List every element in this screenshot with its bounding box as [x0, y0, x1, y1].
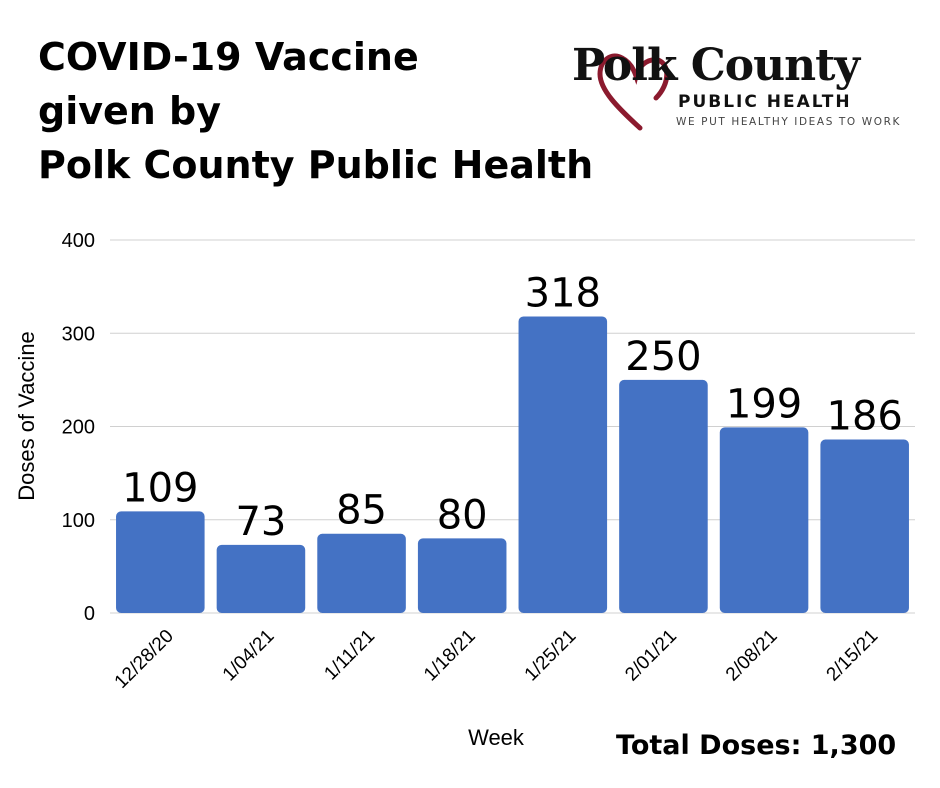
title-line-2: given by: [38, 89, 222, 133]
x-tick-label: 2/08/21: [722, 626, 782, 686]
bar: [518, 316, 608, 613]
bar: [417, 538, 507, 613]
total-doses: Total Doses: 1,300: [616, 730, 897, 761]
x-tick-label: 1/18/21: [420, 626, 480, 686]
data-label: 250: [625, 334, 701, 380]
bar: [820, 439, 909, 613]
bar: [216, 544, 306, 613]
data-label: 318: [525, 270, 601, 316]
x-tick-label: 1/11/21: [320, 626, 379, 685]
chart-title: COVID-19 Vaccine given by Polk County Pu…: [38, 30, 593, 192]
bar: [317, 533, 406, 613]
data-label: 199: [726, 381, 802, 427]
y-tick-label: 100: [62, 510, 95, 532]
data-label: 80: [437, 492, 488, 538]
data-label: 109: [122, 465, 198, 511]
title-line-3: Polk County Public Health: [38, 143, 594, 187]
polk-county-logo: Polk County PUBLIC HEALTH WE PUT HEALTHY…: [560, 24, 920, 134]
bar: [719, 427, 809, 613]
x-tick-label: 2/01/21: [621, 626, 681, 686]
x-tick-label: 1/25/21: [521, 626, 581, 686]
data-label: 85: [336, 488, 387, 534]
x-tick-label: 1/04/21: [219, 626, 279, 686]
y-tick-label: 200: [62, 417, 95, 439]
data-label: 186: [827, 394, 903, 440]
heart-icon: [597, 53, 670, 131]
data-label: 73: [235, 499, 286, 545]
x-tick-label: 12/28/20: [111, 626, 178, 693]
y-tick-label: 300: [62, 323, 95, 345]
logo-name: Polk County: [572, 40, 860, 91]
x-axis-label: Week: [468, 725, 525, 750]
logo-tagline: WE PUT HEALTHY IDEAS TO WORK: [676, 116, 901, 128]
y-tick-label: 0: [84, 603, 95, 625]
title-line-1: COVID-19 Vaccine: [38, 35, 419, 79]
y-axis-label: Doses of Vaccine: [14, 331, 39, 501]
logo-subtitle: PUBLIC HEALTH: [678, 92, 852, 112]
y-tick-label: 400: [62, 230, 95, 252]
x-tick-label: 2/15/21: [823, 626, 883, 686]
bar: [116, 511, 205, 613]
bar: [619, 379, 708, 613]
